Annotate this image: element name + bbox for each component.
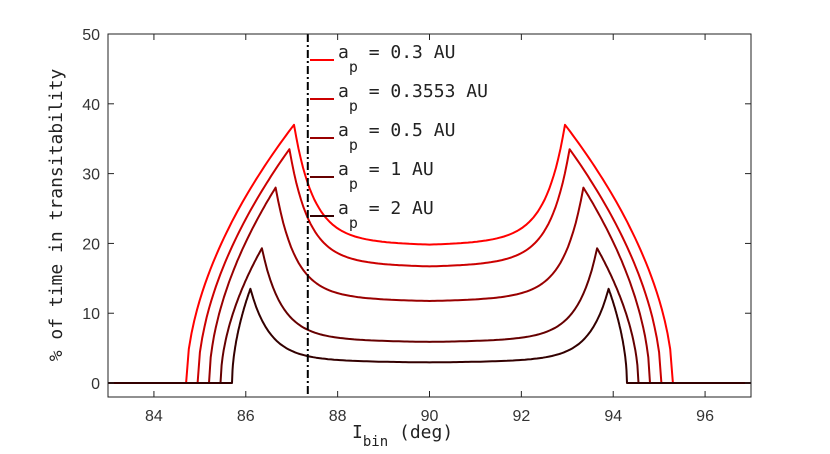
series-line-4 [108, 247, 751, 384]
x-axis-label: Ibin (deg) [352, 422, 453, 450]
legend: ap = 0.3 AU ap = 0.3553 AU ap = 0.5 AU ap =… [310, 42, 488, 232]
x-tick-label: 90 [421, 408, 439, 425]
y-tick-label: 40 [82, 97, 100, 114]
y-tick-label: 20 [82, 236, 100, 253]
x-tick-label: 86 [237, 408, 255, 425]
x-tick-label: 88 [329, 408, 347, 425]
y-axis-label: % of time in transitability [46, 69, 67, 362]
legend-label: ap = 1 AU [338, 159, 434, 193]
y-tick-label: 30 [82, 167, 100, 184]
y-tick-label: 50 [82, 27, 100, 44]
x-tick-label: 96 [696, 408, 714, 425]
series-curves [108, 123, 751, 384]
x-axis-ticks: 84 86 88 90 92 94 96 [145, 34, 714, 425]
y-tick-label: 10 [82, 306, 100, 323]
series-line-1 [108, 123, 751, 384]
y-axis-ticks: 0 10 20 30 40 50 [82, 27, 751, 393]
legend-label: ap = 0.3553 AU [338, 81, 488, 115]
legend-label: ap = 0.3 AU [338, 42, 455, 76]
y-tick-label: 0 [91, 376, 100, 393]
series-line-2 [108, 148, 751, 384]
x-tick-label: 84 [145, 408, 163, 425]
x-tick-label: 92 [512, 408, 530, 425]
legend-label: ap = 2 AU [338, 198, 434, 232]
x-tick-label: 94 [604, 408, 622, 425]
series-line-5 [108, 287, 751, 384]
legend-label: ap = 0.5 AU [338, 120, 455, 154]
series-line-3 [108, 186, 751, 384]
